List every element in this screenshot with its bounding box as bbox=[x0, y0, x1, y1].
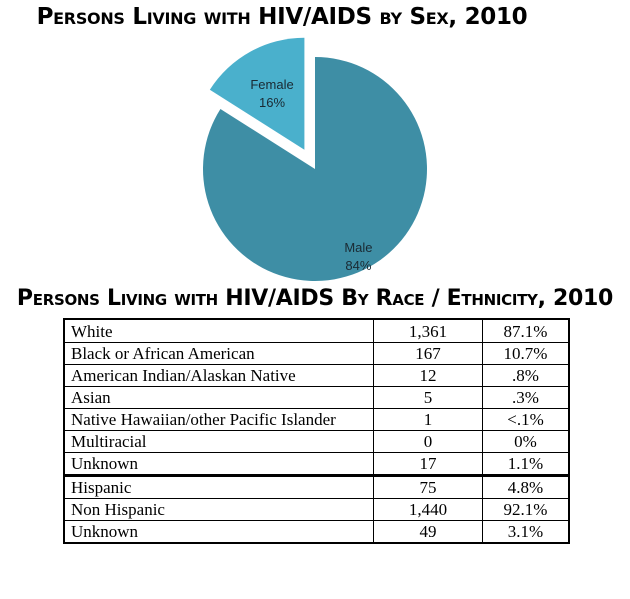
table-row: Unknown 49 3.1% bbox=[63, 520, 570, 544]
category-cell: Non Hispanic bbox=[63, 498, 374, 521]
pie-chart-title: Persons Living with HIV/AIDS by Sex, 201… bbox=[36, 4, 528, 30]
category-cell: Black or African American bbox=[63, 342, 374, 365]
percent-cell: 92.1% bbox=[482, 498, 570, 521]
percent-cell: 1.1% bbox=[482, 452, 570, 476]
count-cell: 12 bbox=[373, 364, 483, 387]
category-cell: Multiracial bbox=[63, 430, 374, 453]
table-title: Persons Living with HIV/AIDS By Race / E… bbox=[16, 286, 614, 311]
percent-cell: 10.7% bbox=[482, 342, 570, 365]
count-cell: 1,440 bbox=[373, 498, 483, 521]
percent-cell: .8% bbox=[482, 364, 570, 387]
count-cell: 5 bbox=[373, 386, 483, 409]
category-cell: Unknown bbox=[63, 452, 374, 476]
table-row: Non Hispanic 1,440 92.1% bbox=[63, 498, 570, 521]
table-row: Black or African American 167 10.7% bbox=[63, 342, 570, 365]
count-cell: 1,361 bbox=[373, 318, 483, 343]
category-cell: American Indian/Alaskan Native bbox=[63, 364, 374, 387]
category-cell: Asian bbox=[63, 386, 374, 409]
pie-slice-male bbox=[202, 57, 427, 281]
percent-cell: 0% bbox=[482, 430, 570, 453]
table-row: American Indian/Alaskan Native 12.8% bbox=[63, 364, 570, 387]
table-row: Hispanic 75 4.8% bbox=[63, 474, 570, 499]
pie-value-female: 16% bbox=[259, 95, 285, 110]
percent-cell: 4.8% bbox=[482, 474, 570, 499]
percent-cell: 3.1% bbox=[482, 520, 570, 544]
category-cell: Unknown bbox=[63, 520, 374, 544]
category-cell: White bbox=[63, 318, 374, 343]
table-row: White 1,361 87.1% bbox=[63, 318, 570, 343]
percent-cell: <.1% bbox=[482, 408, 570, 431]
pie-label-female: Female bbox=[250, 77, 293, 92]
pie-label-male: Male bbox=[344, 240, 372, 255]
count-cell: 1 bbox=[373, 408, 483, 431]
pie-value-male: 84% bbox=[345, 258, 371, 273]
count-cell: 167 bbox=[373, 342, 483, 365]
count-cell: 75 bbox=[373, 474, 483, 499]
race-ethnicity-table: White 1,361 87.1% Black or African American… bbox=[63, 318, 570, 544]
category-cell: Hispanic bbox=[63, 474, 374, 499]
table-row: Unknown 17 1.1% bbox=[63, 452, 570, 476]
percent-cell: 87.1% bbox=[482, 318, 570, 343]
count-cell: 49 bbox=[373, 520, 483, 544]
count-cell: 17 bbox=[373, 452, 483, 476]
table-row: Native Hawaiian/other Pacific Islander 1 <… bbox=[63, 408, 570, 431]
percent-cell: .3% bbox=[482, 386, 570, 409]
pie-slice-female bbox=[209, 37, 305, 150]
table-row: Asian 5.3% bbox=[63, 386, 570, 409]
table-row: Multiracial 0 0% bbox=[63, 430, 570, 453]
count-cell: 0 bbox=[373, 430, 483, 453]
category-cell: Native Hawaiian/other Pacific Islander bbox=[63, 408, 374, 431]
sex-pie-chart: Male 84% Female 16% bbox=[202, 37, 427, 281]
